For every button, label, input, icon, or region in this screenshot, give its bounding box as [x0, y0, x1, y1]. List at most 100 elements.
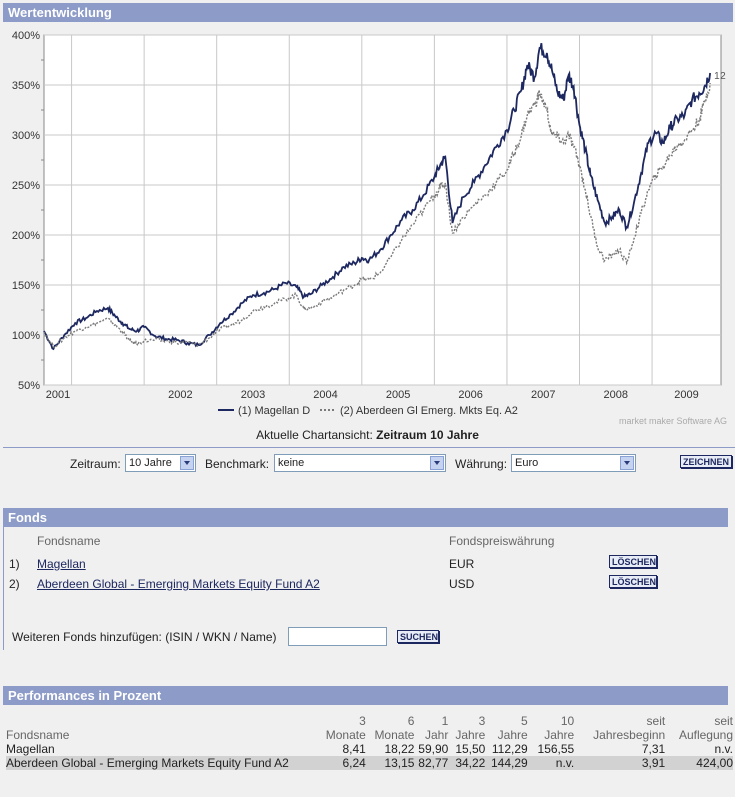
perf-header-cell: 6	[407, 714, 415, 728]
fonds-currency-1: EUR	[449, 557, 475, 571]
fonds-index-1: 1)	[9, 557, 20, 571]
perf-cell: n.v.	[527, 756, 575, 770]
perf-header-cell: Monate	[325, 728, 366, 742]
wertentwicklung-title: Wertentwicklung	[8, 5, 112, 20]
fonds-title: Fonds	[8, 510, 47, 525]
y-tick-label: 50%	[18, 380, 40, 392]
performance-title: Performances in Prozent	[8, 688, 162, 703]
divider	[3, 447, 735, 448]
perf-cell: 13,15	[365, 756, 415, 770]
waehrung-value: Euro	[515, 457, 539, 469]
y-tick-label: 250%	[12, 180, 40, 192]
plot-area	[43, 34, 722, 386]
caption-prefix: Aktuelle Chartansicht:	[256, 428, 373, 442]
x-tick-label: 2004	[313, 389, 337, 401]
perf-header-cell: Jahre	[497, 728, 528, 742]
suchen-button[interactable]: SUCHEN	[397, 630, 439, 643]
x-tick-label: 2001	[46, 389, 70, 401]
zeitraum-value: 10 Jahre	[129, 457, 172, 469]
chevron-down-icon	[430, 456, 444, 470]
loeschen-button-2[interactable]: LÖSCHEN	[609, 575, 657, 588]
perf-header-row-top: 3 6 1 3 5 10 seit seit	[6, 714, 733, 728]
perf-header-cell: Monate	[374, 728, 415, 742]
add-fonds-label: Weiteren Fonds hinzufügen: (ISIN / WKN /…	[12, 630, 277, 644]
perf-cell: Aberdeen Global - Emerging Markets Equit…	[6, 756, 324, 770]
benchmark-select[interactable]: keine	[274, 454, 446, 472]
x-tick-label: 2002	[168, 389, 192, 401]
perf-header-cell: 3	[359, 714, 366, 728]
fonds-link-magellan[interactable]: Magellan	[37, 557, 86, 571]
legend-label-aberdeen: (2) Aberdeen Gl Emerg. Mkts Eq. A2	[340, 405, 518, 417]
grid	[44, 34, 721, 386]
perf-header-cell: Auflegung	[678, 728, 733, 742]
waehrung-select[interactable]: Euro	[511, 454, 636, 472]
perf-header-cell: 3	[478, 714, 486, 728]
perf-cell: 15,50	[455, 742, 486, 756]
perf-cell: 424,00	[665, 756, 733, 770]
y-axis: 400% 350% 300% 250% 200% 150% 100% 50%	[12, 30, 44, 392]
x-tick-label: 2003	[241, 389, 265, 401]
perf-header-cell: seit	[714, 714, 733, 728]
y-tick-label: 100%	[12, 330, 40, 342]
perf-header-cell: Jahre	[544, 728, 575, 742]
loeschen-button-1[interactable]: LÖSCHEN	[609, 555, 657, 568]
x-tick-label: 2009	[674, 389, 698, 401]
x-tick-label: 2007	[531, 389, 555, 401]
zeichnen-button[interactable]: ZEICHNEN	[680, 455, 732, 468]
perf-header-cell: Jahre	[455, 728, 486, 742]
perf-cell: 34,22	[448, 756, 486, 770]
x-tick-label: 2008	[604, 389, 628, 401]
waehrung-label: Währung:	[455, 457, 508, 471]
table-row: Aberdeen Global - Emerging Markets Equit…	[6, 756, 733, 770]
perf-cell: 156,55	[537, 742, 575, 756]
fonds-header: Fonds	[3, 508, 728, 527]
perf-cell: Magellan	[6, 742, 55, 756]
chart-credit: market maker Software AG	[619, 416, 727, 426]
fonds-left-border	[3, 527, 4, 650]
perf-header-row-bottom: Fondsname Monate Monate Jahr Jahre Jahre…	[6, 728, 733, 742]
benchmark-value: keine	[278, 457, 305, 469]
perf-cell: 112,29	[491, 742, 528, 756]
perf-cell: 6,24	[323, 756, 366, 770]
perf-cell: 7,31	[641, 742, 666, 756]
perf-header-cell: Fondsname	[6, 728, 70, 742]
y-tick-label: 200%	[12, 230, 40, 242]
performance-chart: 400% 350% 300% 250% 200% 150% 100% 50% 2001 2002…	[12, 30, 727, 426]
perf-header-cell: seit	[646, 714, 666, 728]
perf-header-cell	[6, 714, 323, 728]
caption-value: Zeitraum 10 Jahre	[376, 428, 479, 442]
perf-header-cell: 1	[441, 714, 449, 728]
series-lines	[43, 43, 711, 351]
series-end-label-2: 2	[720, 71, 726, 82]
chart-caption: Aktuelle Chartansicht: Zeitraum 10 Jahre	[0, 428, 735, 442]
series-end-label-1: 1	[714, 71, 720, 82]
perf-cell: 144,29	[485, 756, 528, 770]
fonds-col-currency: Fondspreiswährung	[449, 534, 555, 548]
chart-legend: (1) Magellan D (2) Aberdeen Gl Emerg. Mk…	[218, 405, 518, 417]
zeitraum-label: Zeitraum:	[70, 457, 121, 471]
series-line-1	[43, 43, 711, 351]
chevron-down-icon	[620, 456, 634, 470]
y-tick-label: 300%	[12, 130, 40, 142]
add-fonds-input[interactable]	[288, 627, 387, 646]
perf-header-cell: 5	[520, 714, 528, 728]
x-tick-label: 2006	[458, 389, 482, 401]
fonds-currency-2: USD	[449, 577, 475, 591]
zeitraum-select[interactable]: 10 Jahre	[125, 454, 196, 472]
x-axis: 2001 2002 2003 2004 2005 2006 2007 2008 2009	[46, 389, 699, 401]
y-tick-label: 350%	[12, 80, 40, 92]
perf-cell: n.v.	[714, 742, 733, 756]
perf-header-cell: 10	[560, 714, 575, 728]
chevron-down-icon	[180, 456, 194, 470]
x-tick-label: 2005	[386, 389, 410, 401]
wertentwicklung-header: Wertentwicklung	[3, 3, 733, 22]
perf-cell: 82,77	[414, 756, 449, 770]
table-row: Magellan 8,41 18,22 59,90 15,50 112,29 1…	[6, 742, 733, 756]
y-tick-label: 400%	[12, 30, 40, 42]
fonds-link-aberdeen[interactable]: Aberdeen Global - Emerging Markets Equit…	[37, 577, 320, 591]
perf-cell: 18,22	[384, 742, 415, 756]
legend-label-magellan: (1) Magellan D	[238, 405, 310, 417]
benchmark-label: Benchmark:	[205, 457, 270, 471]
perf-header-cell: Jahr	[424, 728, 449, 742]
